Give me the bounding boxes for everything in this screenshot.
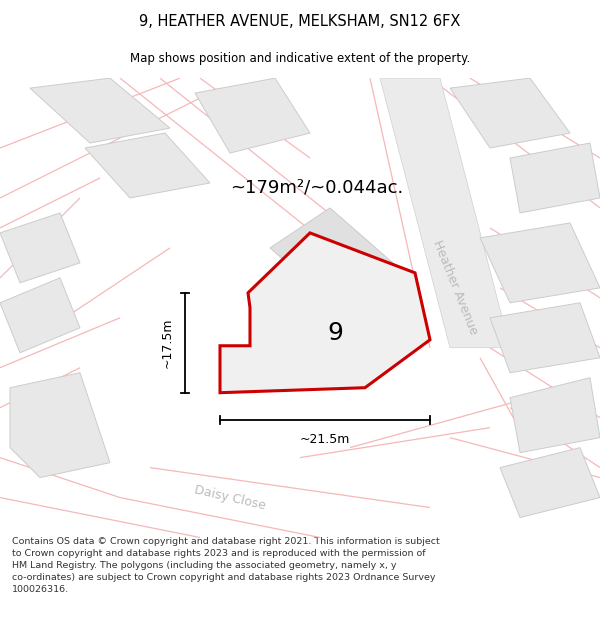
Text: 9, HEATHER AVENUE, MELKSHAM, SN12 6FX: 9, HEATHER AVENUE, MELKSHAM, SN12 6FX xyxy=(139,14,461,29)
Polygon shape xyxy=(220,233,430,392)
Polygon shape xyxy=(0,213,80,283)
Text: Daisy Close: Daisy Close xyxy=(193,483,267,512)
Text: Map shows position and indicative extent of the property.: Map shows position and indicative extent… xyxy=(130,52,470,65)
Polygon shape xyxy=(490,303,600,372)
Polygon shape xyxy=(510,378,600,452)
Polygon shape xyxy=(10,372,110,478)
Polygon shape xyxy=(85,133,210,198)
Text: Heather Avenue: Heather Avenue xyxy=(430,239,480,337)
Polygon shape xyxy=(30,78,170,143)
Text: ~17.5m: ~17.5m xyxy=(161,318,173,368)
Polygon shape xyxy=(510,143,600,213)
Polygon shape xyxy=(450,78,570,148)
Polygon shape xyxy=(0,278,80,352)
Text: ~179m²/~0.044ac.: ~179m²/~0.044ac. xyxy=(230,179,403,197)
Polygon shape xyxy=(500,448,600,518)
Text: ~21.5m: ~21.5m xyxy=(300,433,350,446)
Polygon shape xyxy=(270,208,410,318)
Text: 9: 9 xyxy=(327,321,343,345)
Text: Contains OS data © Crown copyright and database right 2021. This information is : Contains OS data © Crown copyright and d… xyxy=(12,538,440,594)
Polygon shape xyxy=(195,78,310,153)
Polygon shape xyxy=(480,223,600,303)
Polygon shape xyxy=(380,78,510,348)
